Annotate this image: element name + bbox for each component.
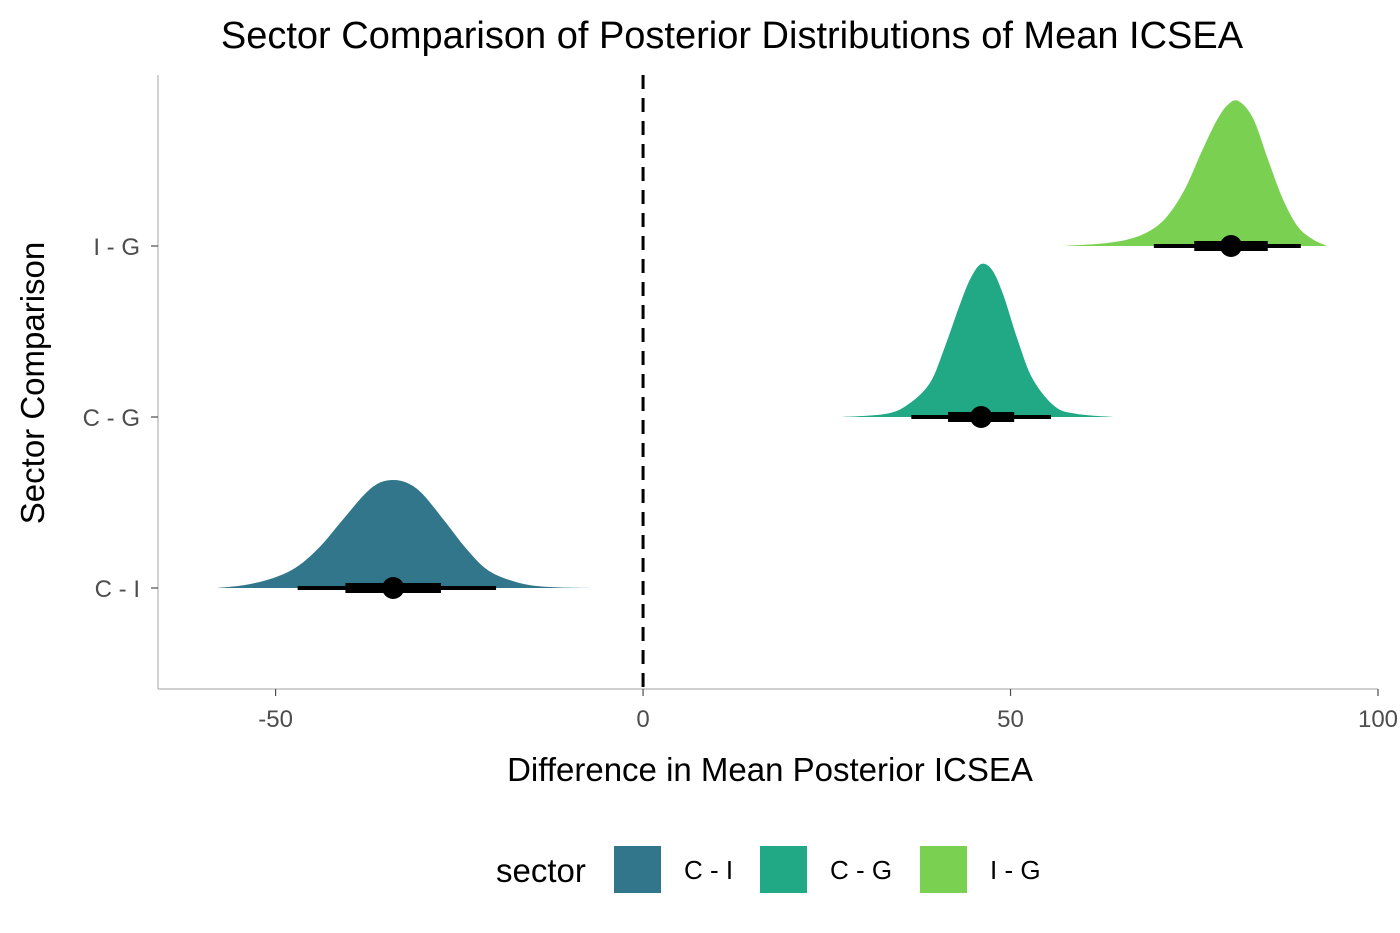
y-axis-title: Sector Comparison (14, 242, 51, 524)
y-tick-label: C - I (95, 576, 140, 603)
x-tick-label: -50 (258, 706, 293, 733)
median-point-c-i (382, 577, 405, 599)
y-tick-label: I - G (93, 234, 140, 261)
median-point-i-g (1220, 235, 1243, 257)
legend-title: sector (496, 852, 586, 889)
density-c-g (841, 263, 1114, 417)
legend-key-i-g (920, 846, 967, 893)
chart-title: Sector Comparison of Posterior Distribut… (221, 15, 1244, 57)
density-layer (216, 100, 1327, 588)
x-axis-title: Difference in Mean Posterior ICSEA (507, 751, 1033, 788)
legend-label-i-g: I - G (990, 855, 1041, 885)
x-tick-label: 0 (636, 706, 649, 733)
interval-layer (297, 235, 1301, 599)
legend-label-c-g: C - G (830, 855, 892, 885)
y-axis-ticks: C - I C - G I - G (83, 234, 158, 603)
density-i-g (1062, 100, 1327, 246)
x-axis-ticks: -50 0 50 100 (258, 689, 1398, 733)
x-tick-label: 100 (1358, 706, 1398, 733)
legend-key-c-i (614, 846, 661, 893)
median-point-c-g (970, 406, 993, 428)
legend: sector C - I C - G I - G (496, 846, 1041, 893)
x-tick-label: 50 (997, 706, 1024, 733)
density-c-i (216, 480, 592, 588)
y-tick-label: C - G (83, 405, 140, 432)
legend-label-c-i: C - I (684, 855, 733, 885)
legend-key-c-g (760, 846, 807, 893)
